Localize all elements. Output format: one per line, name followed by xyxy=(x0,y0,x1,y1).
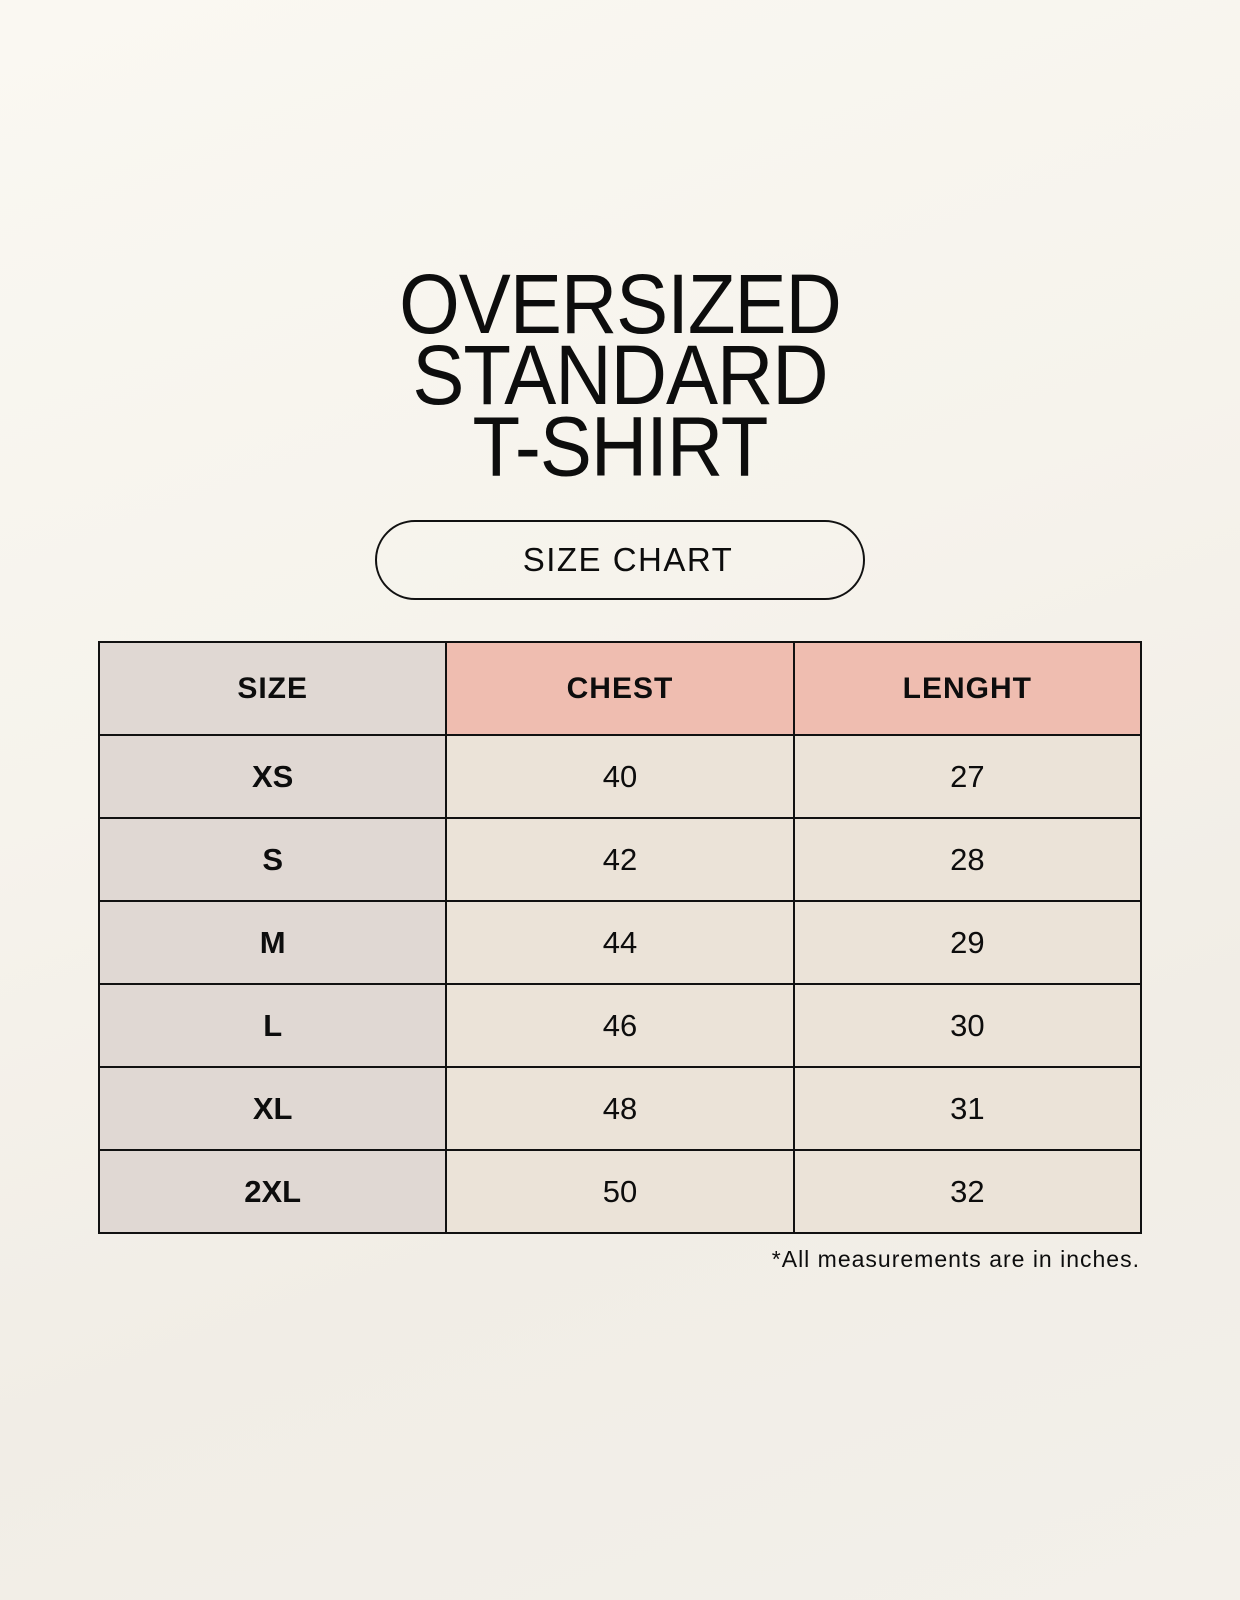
cell-size: L xyxy=(97,983,448,1068)
cell-size: XS xyxy=(97,734,448,819)
cell-chest: 44 xyxy=(445,900,795,985)
title-line: STANDARD xyxy=(412,327,828,423)
page-title: OVERSIZED STANDARD T-SHIRT xyxy=(0,256,1240,494)
cell-length: 27 xyxy=(792,734,1143,819)
cell-size: 2XL xyxy=(97,1149,448,1234)
title-line: OVERSIZED xyxy=(399,256,842,352)
header-size: SIZE xyxy=(97,641,448,736)
table-header-row: SIZE CHEST LENGHT xyxy=(97,641,1143,736)
table-row: XL 48 31 xyxy=(97,1066,1143,1151)
table-row: S 42 28 xyxy=(97,817,1143,902)
cell-chest: 42 xyxy=(445,817,795,902)
cell-chest: 50 xyxy=(445,1149,795,1234)
cell-length: 32 xyxy=(792,1149,1143,1234)
cell-size: S xyxy=(97,817,448,902)
table-row: L 46 30 xyxy=(97,983,1143,1068)
cell-chest: 46 xyxy=(445,983,795,1068)
header-length: LENGHT xyxy=(792,641,1143,736)
cell-size: M xyxy=(97,900,448,985)
title-line: T-SHIRT xyxy=(472,398,769,494)
table-row: 2XL 50 32 xyxy=(97,1149,1143,1234)
cell-chest: 40 xyxy=(445,734,795,819)
table-row: XS 40 27 xyxy=(97,734,1143,819)
cell-length: 29 xyxy=(792,900,1143,985)
cell-length: 30 xyxy=(792,983,1143,1068)
size-chart-badge: SIZE CHART xyxy=(375,520,865,600)
cell-length: 28 xyxy=(792,817,1143,902)
footnote: *All measurements are in inches. xyxy=(771,1246,1140,1272)
table-row: M 44 29 xyxy=(97,900,1143,985)
header-chest: CHEST xyxy=(445,641,795,736)
cell-chest: 48 xyxy=(445,1066,795,1151)
cell-size: XL xyxy=(97,1066,448,1151)
cell-length: 31 xyxy=(792,1066,1143,1151)
size-table: SIZE CHEST LENGHT XS 40 27 S 42 28 M 44 29 L 46 30 X… xyxy=(97,641,1143,1234)
